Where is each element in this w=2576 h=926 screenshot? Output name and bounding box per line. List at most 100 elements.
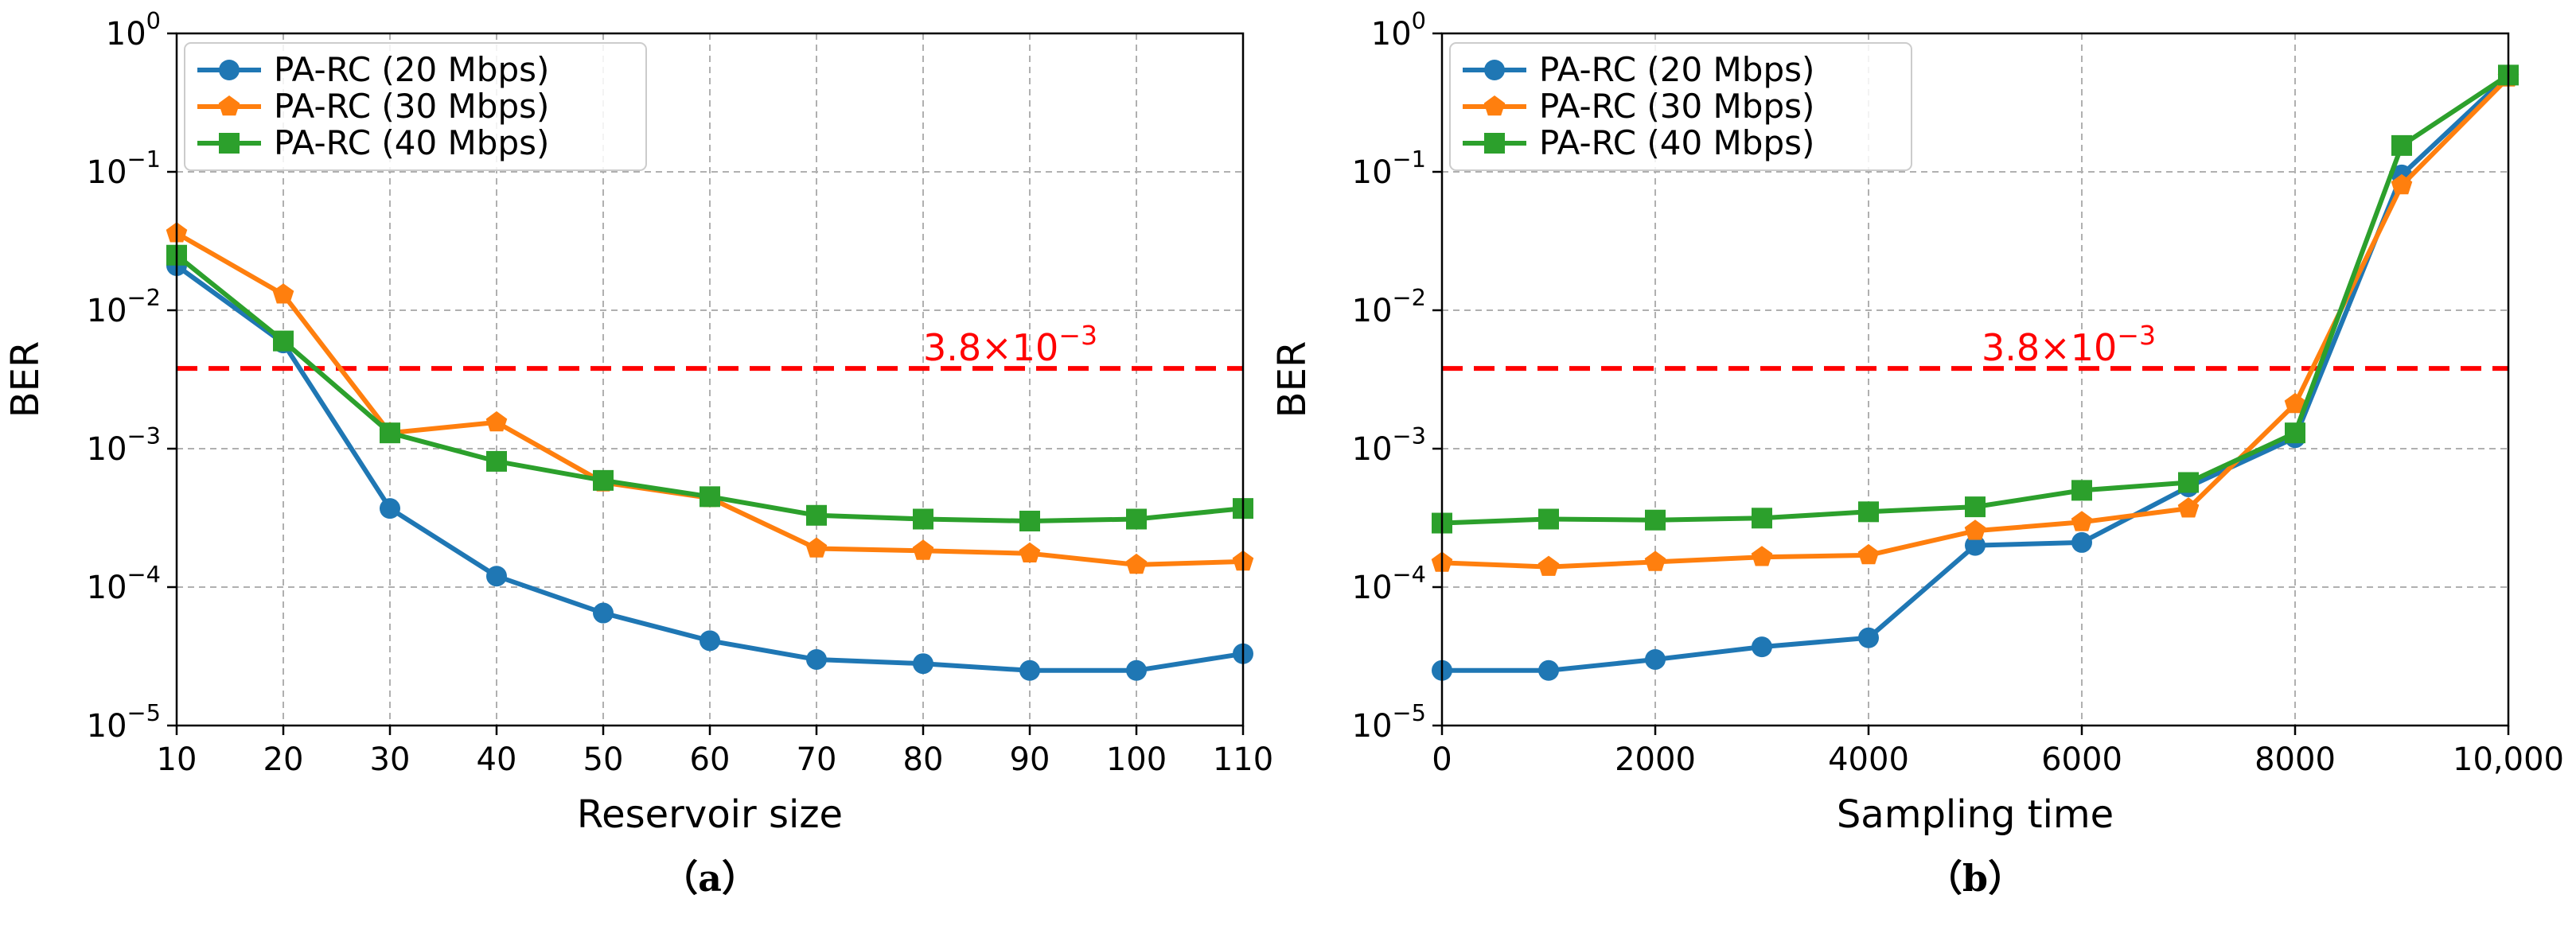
data-point	[913, 508, 933, 530]
legend-item: PA-RC (30 Mbps)	[1463, 87, 1814, 126]
y-tick-label: 10−5	[87, 699, 161, 745]
legend-marker	[1483, 95, 1506, 116]
data-point	[806, 504, 827, 526]
data-point	[1125, 553, 1148, 574]
legend-marker	[1484, 60, 1505, 80]
data-point	[1126, 508, 1147, 530]
panel-caption: （b）	[1926, 857, 2025, 900]
chart-a: 3.8×10−3 10 20 30 40 50 60 70 80 90 100 110 100 10−1 1…	[3, 7, 1273, 900]
data-point	[1857, 543, 1880, 565]
x-tick-label: 30	[370, 741, 411, 778]
data-point	[272, 283, 294, 304]
data-point	[1858, 501, 1879, 523]
x-tick-label: 4000	[1828, 741, 1909, 778]
legend-label: PA-RC (30 Mbps)	[1539, 87, 1814, 126]
data-point	[1019, 659, 1040, 681]
x-axis-label: Reservoir size	[577, 792, 843, 837]
data-point	[1538, 659, 1559, 681]
x-tick-label: 10,000	[2453, 741, 2564, 778]
data-point	[913, 653, 933, 675]
legend: PA-RC (20 Mbps)PA-RC (30 Mbps)PA-RC (40 …	[184, 42, 647, 171]
data-point	[485, 410, 508, 432]
legend-box	[1449, 42, 1912, 171]
y-tick-label: 10−1	[87, 146, 161, 191]
x-tick-label: 6000	[2041, 741, 2122, 778]
data-point	[593, 602, 614, 624]
data-point	[1645, 648, 1666, 670]
y-tick-label: 10−4	[1352, 561, 1426, 606]
data-point	[2071, 480, 2092, 501]
data-point	[1965, 535, 1986, 556]
threshold-label: 3.8×10−3	[1982, 320, 2156, 369]
series-pa-rc-20-mbps-	[166, 255, 1253, 681]
data-point	[700, 486, 720, 508]
data-point	[1645, 509, 1666, 531]
panel-caption: （a）	[661, 857, 758, 900]
legend-label: PA-RC (20 Mbps)	[1539, 50, 1814, 89]
x-tick-label: 40	[477, 741, 517, 778]
legend-item: PA-RC (30 Mbps)	[197, 87, 549, 126]
legend-marker	[219, 60, 240, 80]
legend-item: PA-RC (40 Mbps)	[197, 123, 549, 162]
y-tick-label: 100	[1371, 7, 1426, 53]
x-tick-label: 110	[1213, 741, 1273, 778]
data-point	[1964, 519, 1986, 540]
legend-item: PA-RC (40 Mbps)	[1463, 123, 1814, 162]
y-tick-label: 10−1	[1352, 146, 1426, 191]
data-point	[486, 450, 507, 472]
data-point	[2177, 497, 2200, 518]
x-tick-label: 10	[157, 741, 197, 778]
legend-marker	[1484, 133, 1505, 154]
legend-marker	[219, 133, 240, 154]
x-tick-label: 8000	[2254, 741, 2336, 778]
data-point	[593, 469, 614, 491]
data-point	[1126, 659, 1147, 681]
legend-label: PA-RC (40 Mbps)	[274, 123, 549, 162]
data-point	[1537, 555, 1560, 576]
data-point	[912, 539, 934, 560]
series-pa-rc-40-mbps-	[1432, 64, 2519, 534]
legend-marker	[218, 95, 240, 116]
x-tick-label: 100	[1106, 741, 1167, 778]
x-tick-label: 80	[903, 741, 944, 778]
data-point	[1538, 508, 1559, 530]
data-point	[273, 330, 294, 352]
chart-b: 3.8×10−3 0 2000 4000 6000 8000 10,000 100 10−1 10…	[1270, 7, 2564, 900]
data-point	[486, 566, 507, 587]
series-pa-rc-40-mbps-	[166, 244, 1253, 531]
data-point	[1965, 496, 1986, 518]
y-axis-label: BER	[1270, 341, 1315, 418]
y-tick-label: 10−3	[1352, 422, 1426, 468]
y-tick-label: 10−3	[87, 422, 161, 468]
data-point	[2178, 472, 2199, 493]
data-point	[2391, 134, 2412, 156]
legend-label: PA-RC (20 Mbps)	[274, 50, 549, 89]
legend-box	[184, 42, 647, 171]
data-point	[1752, 508, 1772, 529]
x-tick-label: 50	[583, 741, 624, 778]
legend-item: PA-RC (20 Mbps)	[197, 50, 549, 89]
x-axis-label: Sampling time	[1837, 792, 2114, 837]
x-tick-label: 2000	[1615, 741, 1696, 778]
legend: PA-RC (20 Mbps)PA-RC (30 Mbps)PA-RC (40 …	[1449, 42, 1912, 171]
data-point	[1752, 636, 1772, 658]
data-point	[2071, 531, 2092, 553]
legend-label: PA-RC (30 Mbps)	[274, 87, 549, 126]
y-axis-label: BER	[3, 341, 48, 418]
y-tick-label: 10−4	[87, 561, 161, 606]
y-tick-label: 100	[106, 7, 161, 53]
legend-label: PA-RC (40 Mbps)	[1539, 123, 1814, 162]
data-point	[2391, 173, 2413, 195]
data-point	[380, 498, 400, 519]
x-tick-label: 0	[1432, 741, 1452, 778]
legend-item: PA-RC (20 Mbps)	[1463, 50, 1814, 89]
data-point	[1751, 546, 1773, 566]
data-point	[806, 648, 827, 670]
x-tick-label: 20	[263, 741, 304, 778]
data-point	[1858, 627, 1879, 648]
data-point	[1019, 510, 1040, 531]
data-point	[700, 630, 720, 652]
data-point	[1644, 551, 1666, 571]
x-tick-label: 60	[690, 741, 731, 778]
